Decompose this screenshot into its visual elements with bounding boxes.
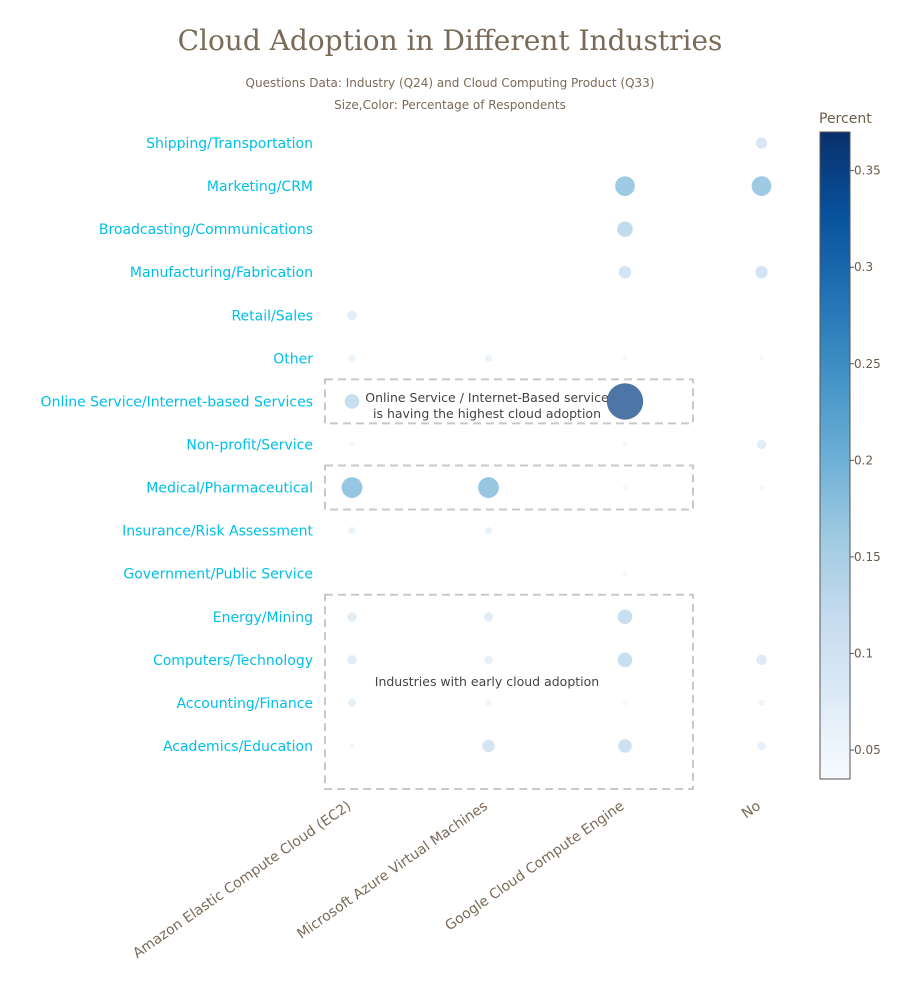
bubble-government-public-service-no[interactable] [759,572,764,576]
y-tick-other: Other [273,351,313,367]
chart-subtitle-line-1: Questions Data: Industry (Q24) and Cloud… [246,76,655,90]
bubble-academics-education-no[interactable] [757,741,766,751]
bubble-accounting-finance-no[interactable] [758,699,765,707]
colorbar-tick-label: 0.3 [854,260,873,274]
bubble-manufacturing-fabrication-microsoft-azure-virtual-machines[interactable] [486,270,491,275]
bubble-academics-education-amazon-elastic-compute-cloud-ec2[interactable] [349,743,355,749]
y-tick-online-service-internet-based-services: Online Service/Internet-based Services [41,394,313,410]
colorbar: Percent 0.05 0.1 0.15 0.2 0.25 0.3 0.35 [819,111,881,780]
bubble-other-amazon-elastic-compute-cloud-ec2[interactable] [348,354,356,362]
annotation-2-line-1: Industries with early cloud adoption [375,674,599,689]
bubble-retail-sales-amazon-elastic-compute-cloud-ec2[interactable] [347,310,357,320]
y-tick-accounting-finance: Accounting/Finance [177,696,313,712]
bubble-computers-technology-amazon-elastic-compute-cloud-ec2[interactable] [347,655,357,665]
y-tick-medical-pharmaceutical: Medical/Pharmaceutical [146,481,313,497]
bubble-retail-sales-google-cloud-compute-engine[interactable] [623,313,627,317]
bubble-government-public-service-google-cloud-compute-engine[interactable] [622,571,628,577]
y-tick-government-public-service: Government/Public Service [123,567,313,583]
bubble-accounting-finance-google-cloud-compute-engine[interactable] [622,700,628,706]
y-tick-shipping-transportation: Shipping/Transportation [146,136,313,152]
bubble-energy-mining-amazon-elastic-compute-cloud-ec2[interactable] [347,612,357,622]
colorbar-title: Percent [819,111,872,127]
bubble-computers-technology-google-cloud-compute-engine[interactable] [617,652,633,668]
bubble-marketing-crm-no[interactable] [751,176,772,196]
bubble-government-public-service-amazon-elastic-compute-cloud-ec2[interactable] [350,572,354,576]
y-tick-manufacturing-fabrication: Manufacturing/Fabrication [130,265,313,281]
y-tick-energy-mining: Energy/Mining [213,610,313,626]
colorbar-tick-label: 0.25 [854,357,881,371]
colorbar-tick-label: 0.15 [854,550,881,564]
bubble-online-service-internet-based-services-no[interactable] [759,399,764,403]
x-tick-no: No [739,798,764,822]
bubble-marketing-crm-google-cloud-compute-engine[interactable] [615,176,635,196]
bubble-insurance-risk-assessment-microsoft-azure-virtual-machines[interactable] [484,526,493,535]
bubble-government-public-service-microsoft-azure-virtual-machines[interactable] [486,572,491,576]
bubble-online-service-internet-based-services-google-cloud-compute-engine[interactable] [606,383,644,420]
colorbar-gradient [819,131,851,780]
y-tick-insurance-risk-assessment: Insurance/Risk Assessment [122,524,313,540]
y-axis-tick-labels: Shipping/Transportation Marketing/CRM Broa… [41,136,314,755]
y-tick-retail-sales: Retail/Sales [231,308,313,324]
bubble-medical-pharmaceutical-amazon-elastic-compute-cloud-ec2[interactable] [341,477,363,498]
chart-title: Cloud Adoption in Different Industries [178,24,723,57]
bubble-energy-mining-microsoft-azure-virtual-machines[interactable] [483,612,494,622]
colorbar-tick-label: 0.05 [854,743,881,757]
bubble-shipping-transportation-no[interactable] [755,137,768,149]
bubble-computers-technology-microsoft-azure-virtual-machines[interactable] [484,655,493,665]
bubble-medical-pharmaceutical-microsoft-azure-virtual-machines[interactable] [478,477,499,498]
bubble-online-service-internet-based-services-amazon-elastic-compute-cloud-ec2[interactable] [344,394,360,409]
colorbar-tick-label: 0.35 [854,164,881,178]
bubble-accounting-finance-amazon-elastic-compute-cloud-ec2[interactable] [347,698,357,708]
bubble-insurance-risk-assessment-amazon-elastic-compute-cloud-ec2[interactable] [348,526,356,535]
y-tick-non-profit-service: Non-profit/Service [186,437,313,453]
y-tick-broadcasting-communications: Broadcasting/Communications [99,222,313,238]
annotation-1-line-1: Online Service / Internet-Based service [365,390,609,405]
bubble-accounting-finance-microsoft-azure-virtual-machines[interactable] [485,699,492,707]
bubble-energy-mining-google-cloud-compute-engine[interactable] [617,609,633,625]
x-axis-tick-labels: Amazon Elastic Compute Cloud (EC2)Micros… [130,798,764,962]
highlight-boxes [324,378,694,790]
bubble-non-profit-service-no[interactable] [756,439,767,450]
colorbar-tick-label: 0.2 [854,453,873,467]
chart-subtitle-line-2: Size,Color: Percentage of Respondents [334,98,566,112]
bubble-other-google-cloud-compute-engine[interactable] [622,355,628,361]
y-tick-marketing-crm: Marketing/CRM [207,179,313,195]
bubble-manufacturing-fabrication-no[interactable] [755,265,768,279]
annotation-1-line-2: is having the highest cloud adoption [373,406,601,421]
highlight-box-1 [324,378,694,425]
highlight-box-3 [324,593,694,790]
bubble-markers [341,137,772,753]
bubble-academics-education-google-cloud-compute-engine[interactable] [618,739,632,753]
bubble-medical-pharmaceutical-google-cloud-compute-engine[interactable] [622,484,628,491]
bubble-non-profit-service-amazon-elastic-compute-cloud-ec2[interactable] [349,441,355,448]
y-tick-academics-education: Academics/Education [163,739,313,755]
bubble-academics-education-microsoft-azure-virtual-machines[interactable] [482,739,495,753]
colorbar-tick-label: 0.1 [854,646,873,660]
bubble-broadcasting-communications-google-cloud-compute-engine[interactable] [617,221,633,237]
bubble-medical-pharmaceutical-no[interactable] [758,484,765,491]
highlight-box-2 [324,464,694,511]
bubble-manufacturing-fabrication-google-cloud-compute-engine[interactable] [618,265,632,279]
x-tick-amazon-elastic-compute-cloud-ec2: Amazon Elastic Compute Cloud (EC2) [130,798,354,962]
bubble-other-microsoft-azure-virtual-machines[interactable] [484,354,493,362]
bubble-other-no[interactable] [758,355,765,361]
bubble-non-profit-service-google-cloud-compute-engine[interactable] [622,441,628,448]
bubble-computers-technology-no[interactable] [756,654,767,666]
annotations: Online Service / Internet-Based servicei… [365,390,609,689]
y-tick-computers-technology: Computers/Technology [153,653,313,669]
